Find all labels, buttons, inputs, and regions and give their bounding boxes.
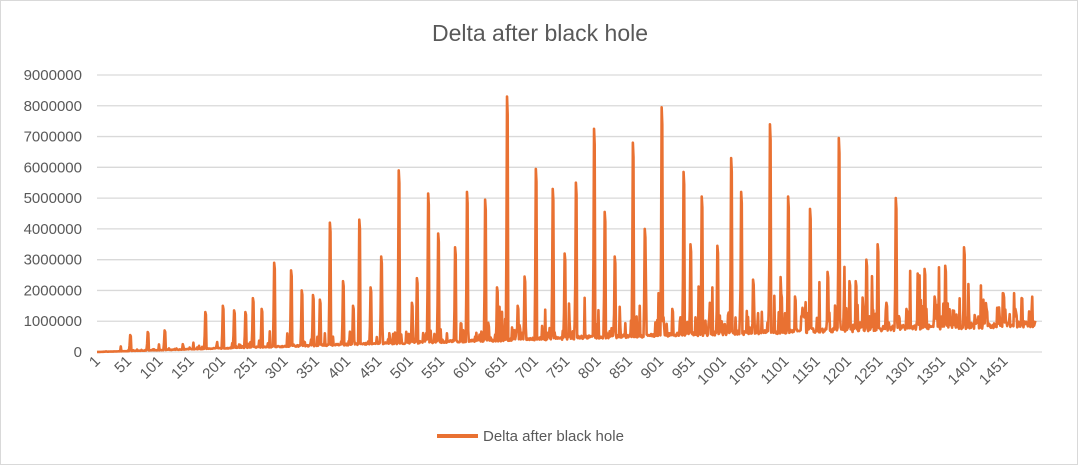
legend: Delta after black hole	[437, 428, 624, 445]
y-tick-label: 7000000	[24, 129, 82, 146]
y-tick-label: 1000000	[24, 313, 82, 330]
y-axis: 0 1000000 2000000 3000000 4000000 5000000 6000…	[24, 67, 82, 361]
y-tick-label: 5000000	[24, 190, 82, 207]
y-tick-label: 0	[74, 344, 82, 361]
y-tick-label: 8000000	[24, 98, 82, 115]
legend-label: Delta after black hole	[483, 428, 624, 445]
y-tick-label: 6000000	[24, 159, 82, 176]
chart-title: Delta after black hole	[432, 20, 648, 46]
y-tick-label: 9000000	[24, 67, 82, 84]
y-tick-label: 2000000	[24, 282, 82, 299]
y-tick-label: 4000000	[24, 221, 82, 238]
series-line-delta-after-black-hole	[96, 95, 1037, 354]
y-tick-label: 3000000	[24, 252, 82, 269]
